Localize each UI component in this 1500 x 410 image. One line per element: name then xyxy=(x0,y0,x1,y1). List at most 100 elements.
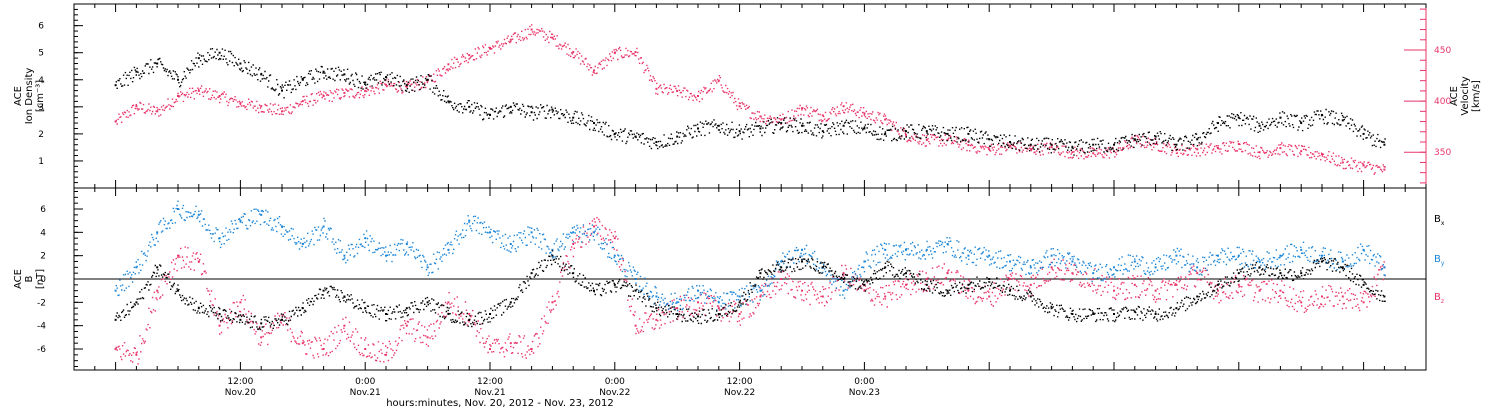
y-right-tick-label: 450 xyxy=(1434,46,1451,56)
data-point xyxy=(1092,143,1095,146)
y-tick-label: 1 xyxy=(38,157,44,167)
data-point xyxy=(156,231,159,234)
data-point xyxy=(1341,161,1344,164)
data-point xyxy=(551,108,554,111)
data-point xyxy=(530,348,533,350)
data-point xyxy=(967,254,970,257)
panel-frame xyxy=(73,3,1427,189)
data-point xyxy=(1196,295,1199,298)
data-point xyxy=(1383,168,1386,171)
data-point xyxy=(613,237,616,240)
data-point xyxy=(551,36,554,39)
data-point xyxy=(1217,289,1219,292)
data-point xyxy=(239,318,242,321)
data-point xyxy=(468,54,471,57)
data-point xyxy=(801,289,803,292)
data-point xyxy=(780,278,783,280)
data-point xyxy=(759,295,762,298)
data-point xyxy=(801,248,803,251)
data-point xyxy=(385,313,387,315)
data-point xyxy=(177,208,179,210)
data-point xyxy=(967,132,970,135)
legend-sub: x xyxy=(1441,220,1445,227)
data-point xyxy=(572,116,575,119)
data-point xyxy=(239,301,242,304)
data-point xyxy=(197,260,200,263)
data-point xyxy=(197,89,200,92)
data-point xyxy=(1196,272,1199,275)
data-point xyxy=(197,213,200,216)
data-point xyxy=(260,73,263,76)
data-point xyxy=(613,52,616,55)
data-point xyxy=(655,295,658,298)
data-point xyxy=(780,118,783,121)
data-point xyxy=(1258,289,1261,292)
data-point xyxy=(1300,150,1303,153)
data-point xyxy=(572,51,575,54)
data-point xyxy=(1362,164,1365,167)
data-point xyxy=(1133,260,1136,263)
data-point xyxy=(1258,151,1261,154)
data-point xyxy=(738,105,741,108)
data-point xyxy=(1383,295,1386,298)
data-point xyxy=(717,307,720,310)
y-tick-label: 2 xyxy=(38,130,44,140)
y-axis-label-left: ACEIon Density[cm⁻³] xyxy=(13,68,46,125)
x-tick-date: Nov.20 xyxy=(225,388,256,398)
data-point xyxy=(676,313,679,315)
data-point xyxy=(593,231,595,234)
data-point xyxy=(364,237,367,240)
data-point xyxy=(1050,143,1053,146)
data-point xyxy=(655,141,658,143)
data-point xyxy=(572,231,575,234)
data-point xyxy=(1258,266,1261,269)
data-point xyxy=(509,342,512,345)
data-point xyxy=(1279,254,1282,257)
ylabel-line: [nT] xyxy=(35,269,46,289)
data-point xyxy=(385,254,387,257)
data-point xyxy=(177,254,179,257)
data-point xyxy=(447,301,450,304)
data-point xyxy=(447,63,450,66)
data-point xyxy=(447,313,450,315)
data-point xyxy=(343,91,346,94)
data-point xyxy=(1300,122,1303,125)
data-point xyxy=(634,51,637,54)
data-point xyxy=(780,122,783,125)
data-point xyxy=(1237,283,1240,286)
y-tick-label: 5 xyxy=(38,49,44,59)
series-dots xyxy=(115,24,1386,175)
x-axis-label: hours:minutes, Nov. 20, 2012 - Nov. 23, … xyxy=(386,398,614,409)
data-point xyxy=(1009,278,1011,280)
data-point xyxy=(593,289,595,292)
data-point xyxy=(426,336,429,339)
data-point xyxy=(156,62,159,65)
data-point xyxy=(156,266,159,269)
data-point xyxy=(780,260,783,263)
data-point xyxy=(1237,143,1240,146)
data-point xyxy=(697,301,699,304)
data-point xyxy=(1279,147,1282,150)
data-point xyxy=(863,127,866,130)
data-point xyxy=(1362,301,1365,304)
data-point xyxy=(1341,295,1344,298)
data-point xyxy=(655,318,658,321)
data-point xyxy=(468,219,471,222)
data-point xyxy=(260,213,263,216)
legend-label: B xyxy=(1434,254,1441,265)
data-point xyxy=(1321,295,1323,298)
ylabel-line: Velocity xyxy=(1460,76,1471,115)
series-dots xyxy=(115,200,1386,312)
data-point xyxy=(322,95,325,97)
ylabel-line: [km/s] xyxy=(1471,80,1482,112)
ylabel-line: ACE xyxy=(13,86,24,106)
data-point xyxy=(905,133,907,136)
data-point xyxy=(135,353,138,356)
data-point xyxy=(1175,143,1178,146)
data-point xyxy=(281,225,283,228)
y-right-tick-label: 400 xyxy=(1434,97,1451,107)
data-point xyxy=(1196,266,1199,269)
data-point xyxy=(281,89,283,92)
data-point xyxy=(1029,283,1032,286)
